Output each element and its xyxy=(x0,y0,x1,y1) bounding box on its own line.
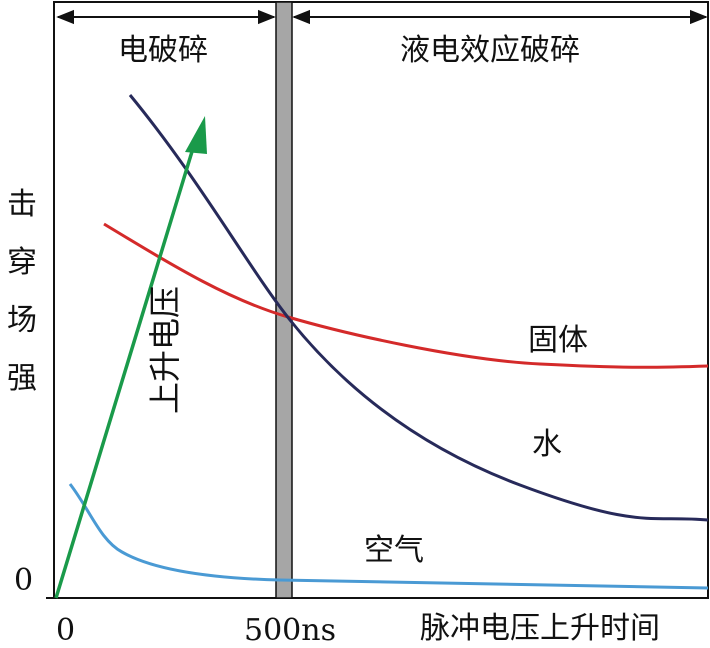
y-axis-zero: 0 xyxy=(14,563,34,598)
rising-voltage-label: 上升电压 xyxy=(146,285,184,414)
y-axis-char: 击 xyxy=(7,187,37,222)
divider-band xyxy=(275,1,293,599)
solid-curve xyxy=(103,222,709,369)
region-label-electrohydraulic: 液电效应破碎 xyxy=(400,33,580,68)
y-axis-char: 场 xyxy=(7,303,37,338)
air-curve xyxy=(68,483,709,590)
y-axis-char: 强 xyxy=(7,361,37,396)
rising-voltage-arrow-shaft xyxy=(54,144,196,599)
x-axis-zero: 0 xyxy=(56,613,76,648)
air-curve-label: 空气 xyxy=(364,533,424,568)
solid-curve-label: 固体 xyxy=(528,323,588,358)
y-axis-char: 穿 xyxy=(7,245,37,280)
x-axis-500ns: 500ns xyxy=(244,613,336,648)
x-axis-title: 脉冲电压上升时间 xyxy=(420,611,660,646)
rising-voltage-arrow-head xyxy=(185,116,207,154)
y-axis-label: 击 穿 场 强 xyxy=(4,190,40,394)
water-curve xyxy=(128,94,709,522)
water-curve-label: 水 xyxy=(532,427,562,462)
region-label-electric: 电破碎 xyxy=(118,33,208,68)
